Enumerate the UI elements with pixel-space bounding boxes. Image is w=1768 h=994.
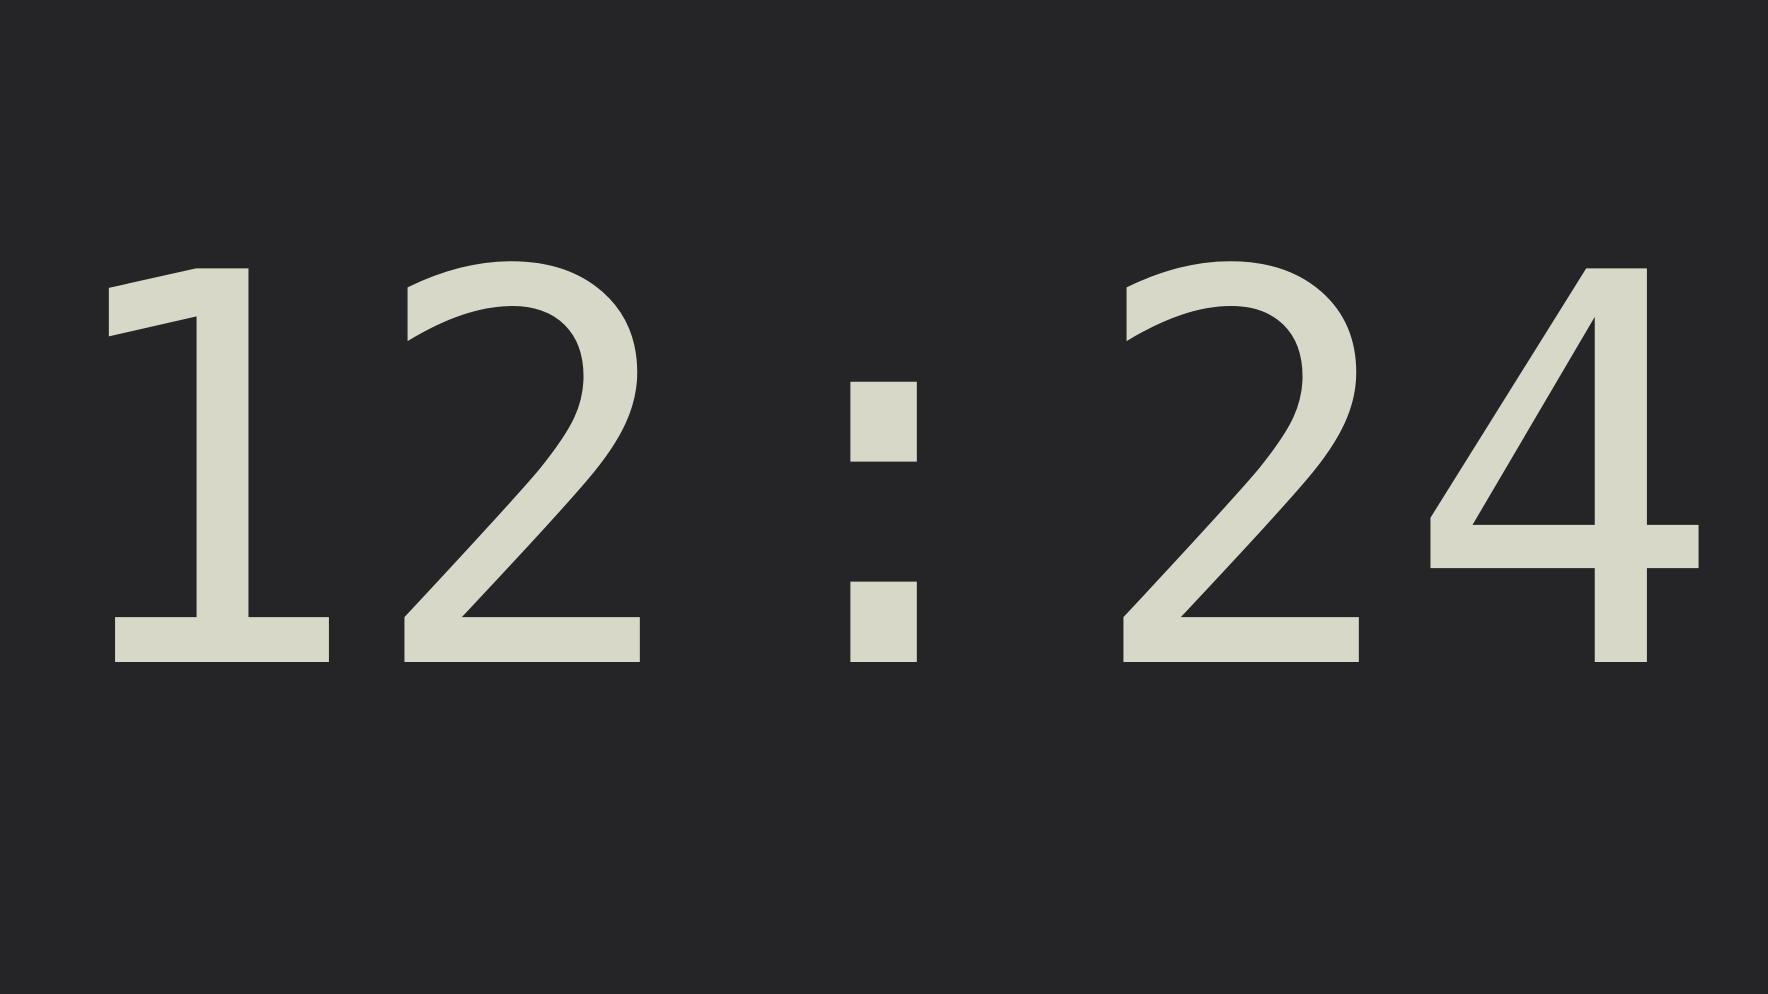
clock-minutes: 24: [1084, 162, 1724, 790]
clock-separator: :: [721, 162, 1046, 790]
clock-hours: 12: [45, 162, 685, 790]
